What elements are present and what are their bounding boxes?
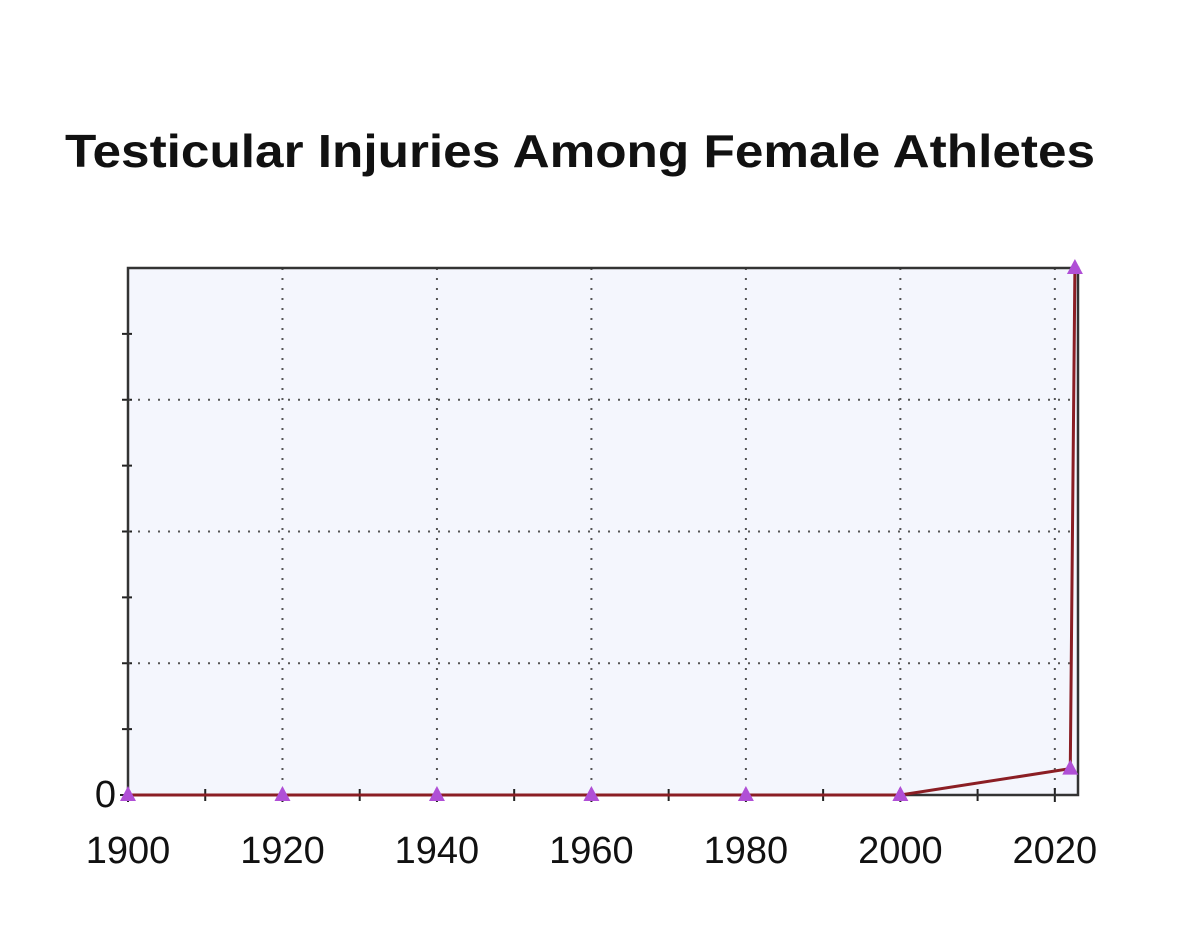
marker (583, 786, 600, 801)
x-tick-label: 1940 (395, 830, 480, 872)
marker (1062, 759, 1079, 775)
marker (120, 786, 136, 801)
marker (428, 786, 445, 801)
x-tick-label: 1900 (86, 830, 171, 872)
x-tick-label: 2000 (858, 830, 943, 872)
marker (892, 786, 909, 801)
y-tick-label: 0 (95, 774, 116, 816)
x-tick-label: 1920 (240, 830, 325, 872)
plot-area (128, 268, 1078, 795)
line (128, 267, 1077, 797)
x-tick-label: 2020 (1013, 830, 1098, 872)
marker (1066, 259, 1083, 274)
x-tick-label: 1980 (704, 830, 789, 872)
x-tick-label: 1960 (549, 830, 634, 872)
marker (274, 786, 291, 801)
chart-title: Testicular Injuries Among Female Athlete… (65, 125, 1095, 177)
marker (737, 786, 754, 801)
